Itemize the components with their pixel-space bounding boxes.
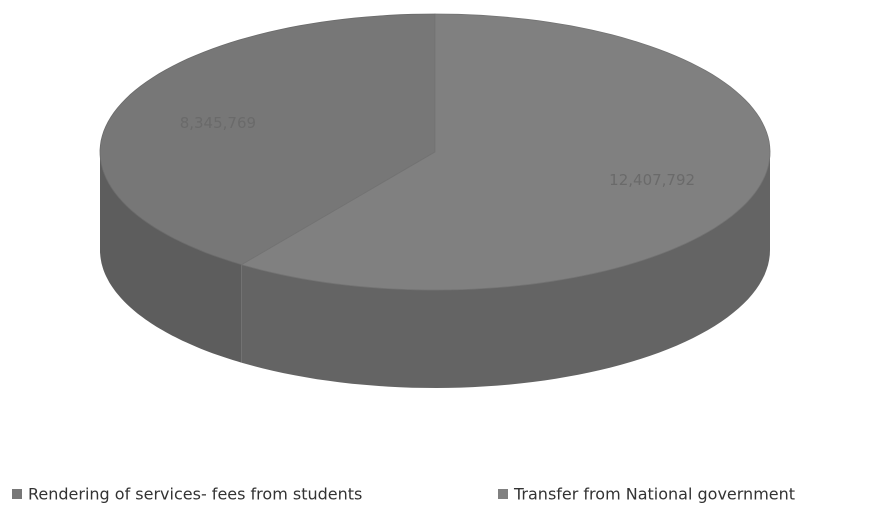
pie-slice — [99, 13, 436, 266]
pie-slice — [240, 13, 771, 291]
legend-swatch — [12, 489, 22, 499]
legend-label: Rendering of services- fees from student… — [28, 485, 362, 504]
data-label: 12,407,792 — [609, 171, 695, 189]
legend-label: Transfer from National government — [513, 485, 795, 504]
pie-side — [100, 152, 242, 363]
data-label: 8,345,769 — [180, 114, 256, 132]
legend-swatch — [498, 489, 508, 499]
pie-side — [241, 152, 770, 388]
